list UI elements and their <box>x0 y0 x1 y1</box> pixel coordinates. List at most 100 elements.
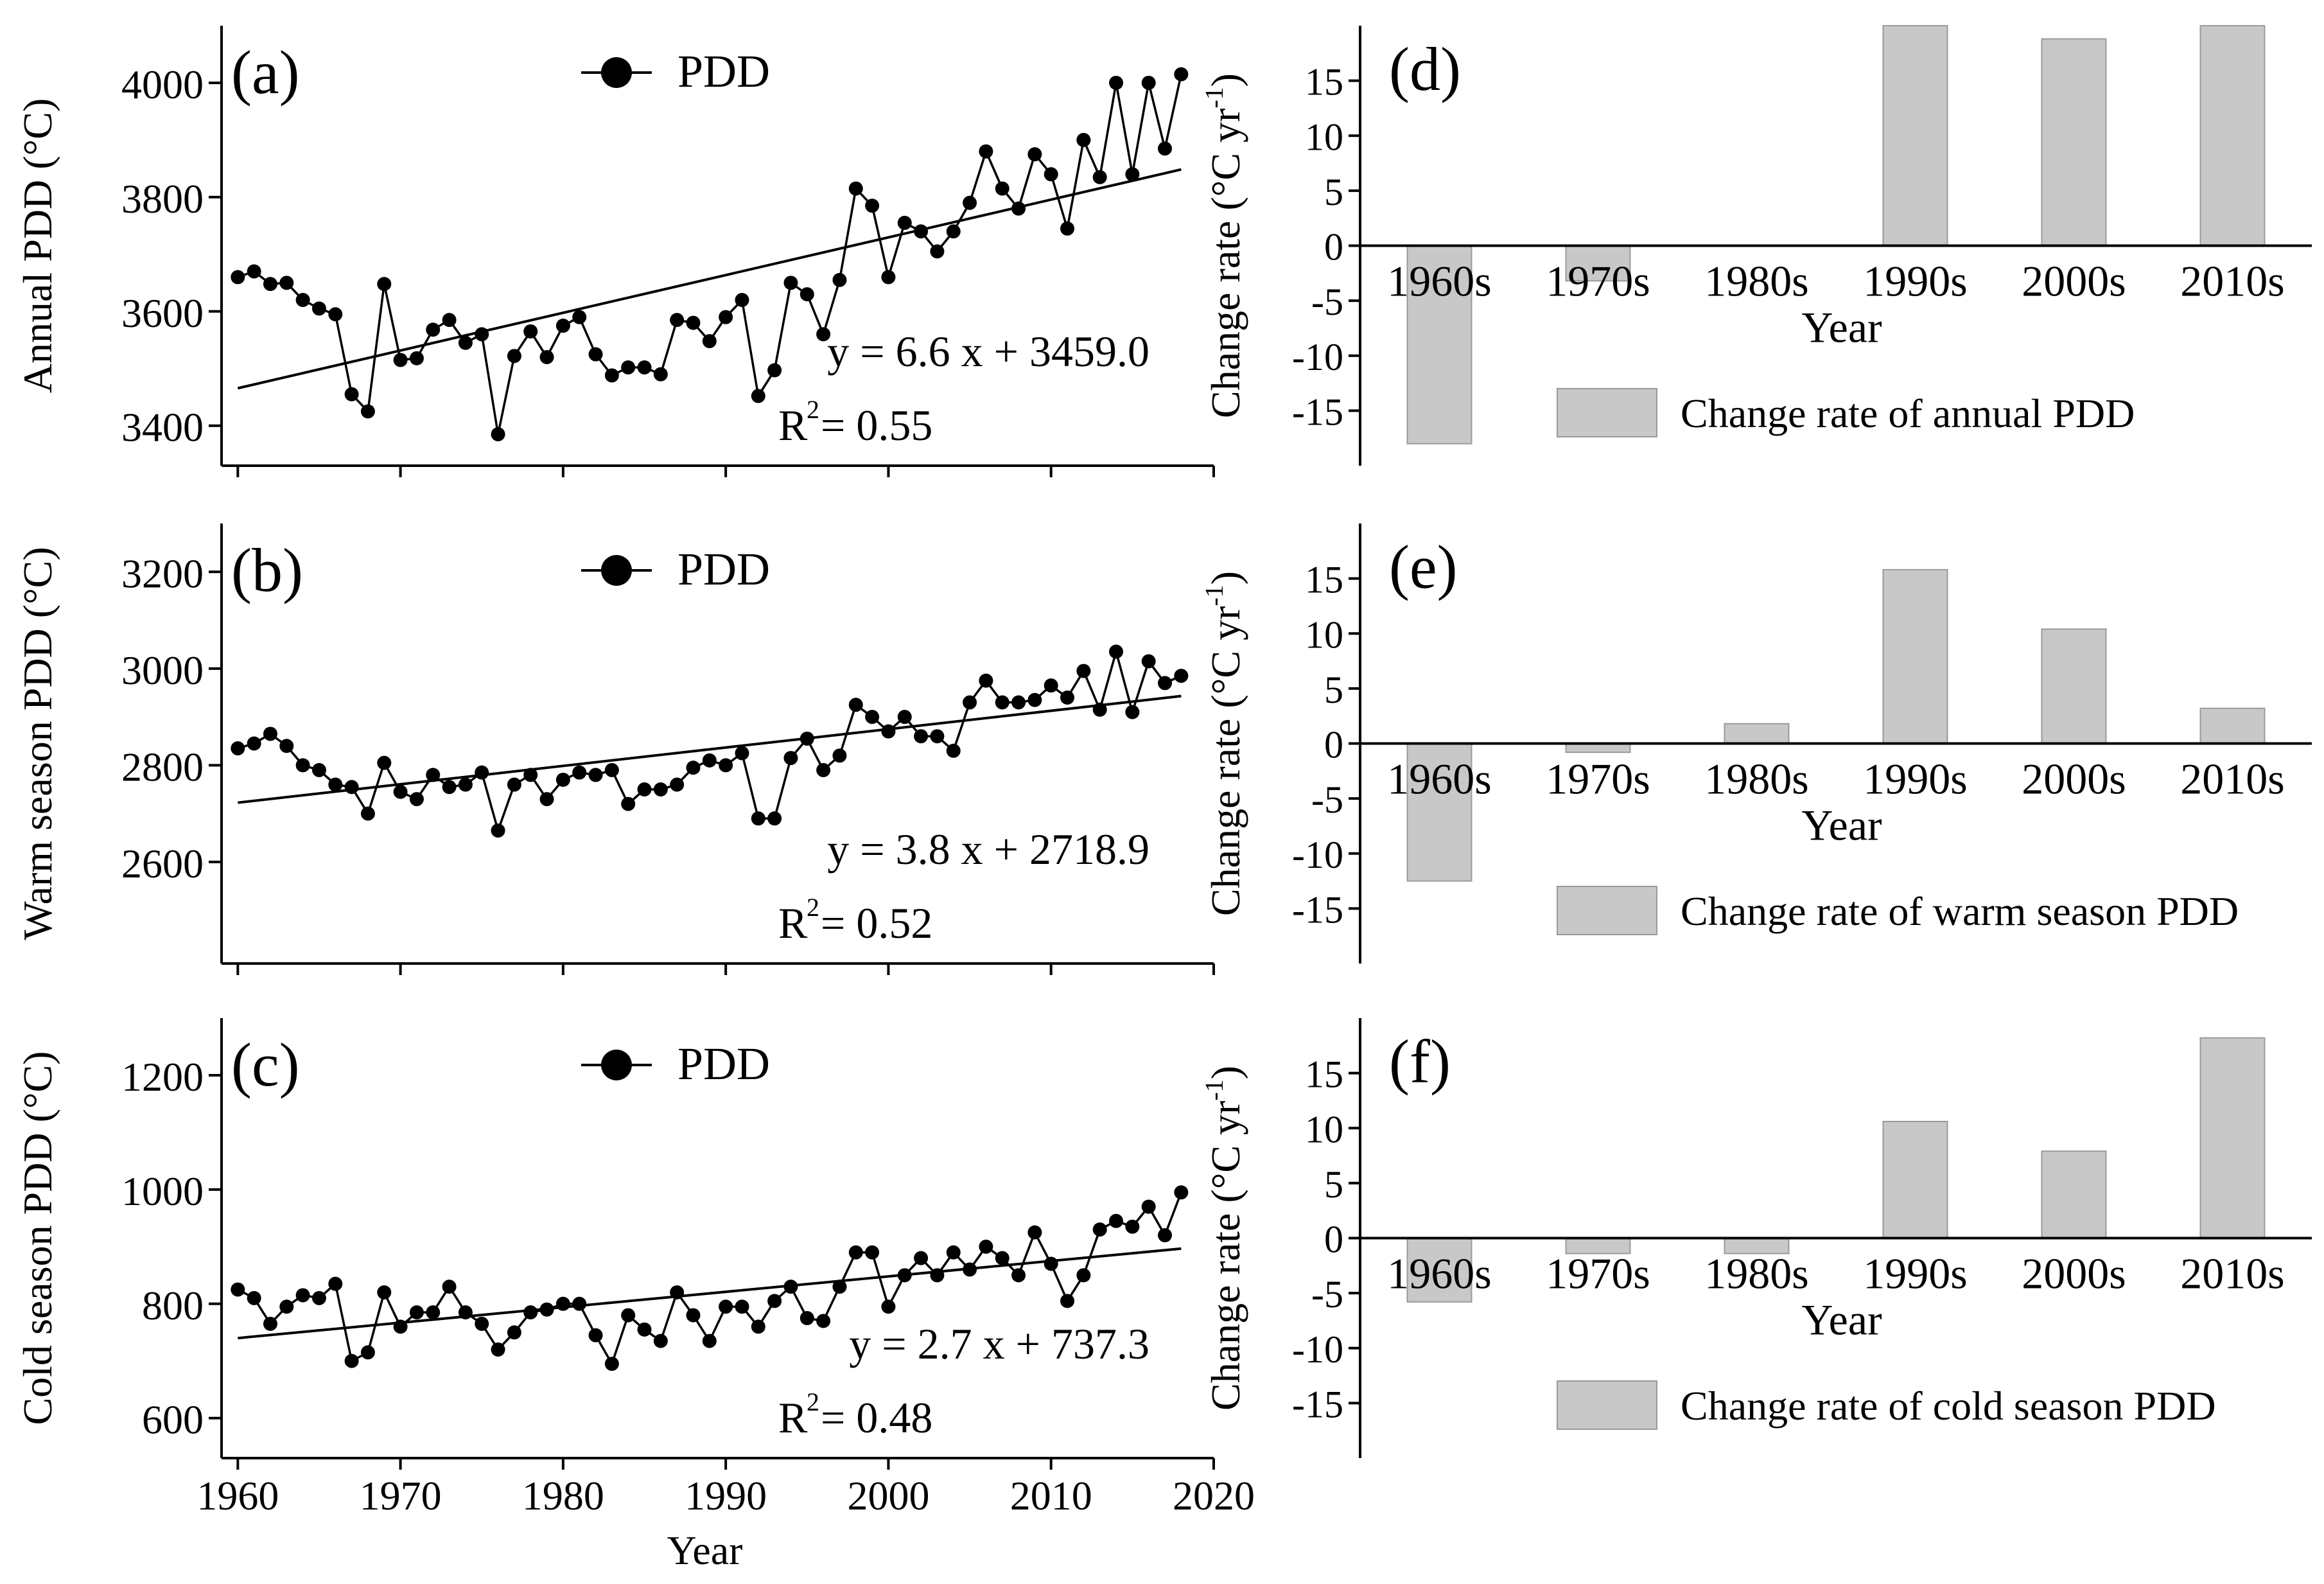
data-point-a-1963 <box>279 276 294 290</box>
data-point-b-1975 <box>475 765 489 780</box>
data-point-a-2000 <box>881 270 896 285</box>
data-point-b-1992 <box>751 811 765 826</box>
legend-text-d: Change rate of annual PDD <box>1681 391 2135 436</box>
r2-exponent-a: 2 <box>807 395 819 424</box>
data-point-c-2012 <box>1076 1268 1091 1283</box>
data-point-c-1981 <box>572 1296 587 1311</box>
data-point-a-1991 <box>735 293 749 308</box>
data-point-c-1997 <box>832 1280 847 1294</box>
y-axis-title-close-d: ) <box>1203 73 1248 87</box>
data-point-b-1988 <box>686 761 701 775</box>
data-point-a-1967 <box>344 387 359 401</box>
data-point-b-2011 <box>1060 690 1075 705</box>
category-label-e: 1980s <box>1704 755 1808 804</box>
data-point-a-1996 <box>816 327 831 342</box>
data-point-a-2018 <box>1174 67 1189 82</box>
data-point-b-1995 <box>799 731 814 746</box>
data-point-c-1985 <box>637 1322 652 1337</box>
data-point-a-2006 <box>979 144 993 159</box>
panel-label-d: (d) <box>1389 35 1461 103</box>
data-point-b-1966 <box>328 777 343 792</box>
y-tick-label-e: 10 <box>1305 613 1343 656</box>
data-point-c-2002 <box>914 1251 929 1265</box>
r2-label-c: R <box>778 1393 808 1442</box>
data-point-b-2001 <box>897 710 912 725</box>
data-point-c-2014 <box>1109 1213 1124 1228</box>
y-tick-label-d: -15 <box>1292 391 1343 433</box>
data-point-a-1998 <box>848 181 863 196</box>
category-label-e: 2000s <box>2022 755 2126 804</box>
bar-e-2010s <box>2199 707 2266 744</box>
data-point-b-1994 <box>783 751 798 766</box>
data-point-a-1972 <box>426 322 441 337</box>
y-axis-title-exp-e: -1 <box>1200 585 1228 606</box>
y-tick-label-b: 3000 <box>121 647 204 693</box>
data-point-b-1978 <box>523 768 538 782</box>
data-point-b-1969 <box>377 755 392 770</box>
data-point-a-1992 <box>751 389 765 403</box>
panel-f: -15 -10 -5 0 5 10 15 1960s 1970s 1980s 1990s 2000s 2… <box>1200 1018 2312 1458</box>
data-point-b-2012 <box>1076 664 1091 678</box>
y-axis-title-f: Change rate (°C yr-1) <box>1200 1066 1248 1411</box>
bar-f-1960s <box>1406 1237 1472 1303</box>
data-point-c-1980 <box>555 1296 570 1311</box>
data-point-a-1984 <box>621 360 636 374</box>
y-tick-label-c: 800 <box>142 1283 204 1328</box>
y-tick-label-f: -5 <box>1311 1273 1343 1316</box>
y-axis-title-d: Change rate (°C yr-1) <box>1200 73 1248 418</box>
data-point-a-1986 <box>653 367 668 382</box>
data-point-c-1962 <box>263 1316 277 1331</box>
legend-text-b: PDD <box>677 543 770 595</box>
panel-label-c: (c) <box>231 1030 300 1099</box>
data-point-a-2007 <box>995 181 1009 196</box>
r2-label-b: R <box>778 899 808 947</box>
data-point-c-1998 <box>848 1245 863 1260</box>
y-axis-title-a: Annual PDD (°C) <box>15 98 60 393</box>
panel-label-e: (e) <box>1389 532 1458 601</box>
data-point-a-1980 <box>555 319 570 333</box>
data-point-b-1997 <box>832 748 847 763</box>
data-point-a-1976 <box>491 427 505 442</box>
bar-f-2000s <box>2041 1150 2107 1239</box>
legend-text-c: PDD <box>677 1038 770 1089</box>
legend-text-f: Change rate of cold season PDD <box>1681 1383 2216 1429</box>
legend-text-a: PDD <box>677 46 770 97</box>
panel-a: 3400 3600 3800 4000 Annual PDD (°C) (a) PDD y =… <box>15 26 1215 477</box>
y-axis-title-e: Change rate (°C yr-1) <box>1200 571 1248 916</box>
data-point-c-1983 <box>604 1357 619 1371</box>
y-axis-title-exp-d: -1 <box>1200 87 1228 108</box>
bar-e-1990s <box>1882 568 1948 744</box>
data-point-a-1989 <box>702 334 717 349</box>
category-label-f: 2010s <box>2180 1249 2284 1298</box>
data-point-a-1985 <box>637 360 652 374</box>
data-point-a-2004 <box>946 224 961 239</box>
data-point-b-2007 <box>995 695 1009 710</box>
data-point-b-2017 <box>1158 676 1173 691</box>
data-point-b-1991 <box>735 746 749 761</box>
x-axis-title-c: Year <box>667 1527 743 1573</box>
category-label-d: 1980s <box>1704 257 1808 306</box>
y-tick-label-c: 600 <box>142 1397 204 1443</box>
panel-label-f: (f) <box>1389 1027 1451 1096</box>
category-label-e: 1990s <box>1863 755 1967 804</box>
data-point-a-2001 <box>897 215 912 230</box>
data-point-b-1989 <box>702 753 717 768</box>
data-point-b-1971 <box>409 792 424 807</box>
data-point-b-2000 <box>881 724 896 739</box>
bar-e-1970s <box>1565 743 1631 753</box>
data-point-a-1977 <box>507 349 521 364</box>
data-point-a-1995 <box>799 287 814 302</box>
y-tick-label-f: 15 <box>1305 1053 1343 1096</box>
r2-label-a: R <box>778 401 808 450</box>
data-point-c-1995 <box>799 1311 814 1326</box>
data-point-c-1990 <box>719 1299 733 1314</box>
data-point-a-1960 <box>231 270 245 285</box>
bar-e-2000s <box>2041 628 2107 744</box>
legend-marker-b <box>601 555 632 586</box>
y-tick-label-e: -15 <box>1292 888 1343 931</box>
data-point-a-1993 <box>767 363 782 378</box>
data-point-c-2016 <box>1141 1199 1156 1214</box>
data-point-b-1973 <box>442 780 457 795</box>
data-point-b-1996 <box>816 762 831 777</box>
